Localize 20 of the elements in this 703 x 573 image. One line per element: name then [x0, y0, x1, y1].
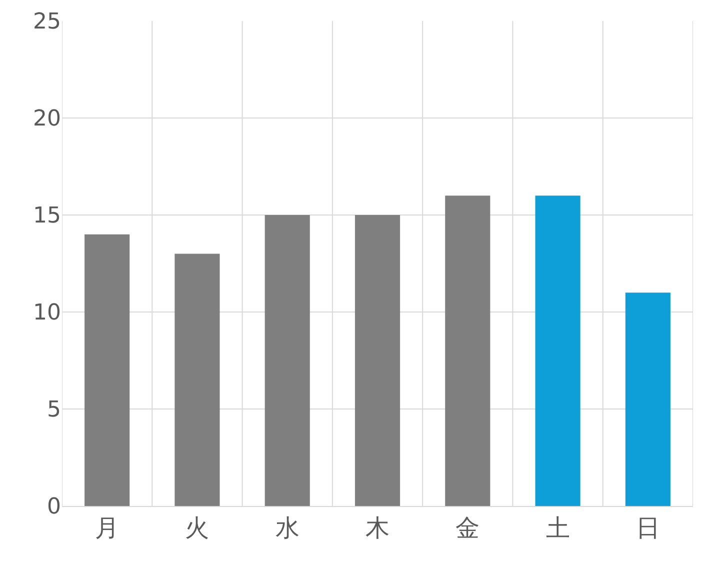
- x-tick-label: 日: [636, 514, 660, 542]
- y-tick-label: 0: [47, 494, 61, 520]
- bar: [174, 254, 220, 506]
- y-tick-label: 5: [47, 398, 61, 423]
- x-tick-label: 金: [456, 514, 480, 542]
- bar: [625, 292, 670, 506]
- bar: [84, 234, 130, 506]
- x-tick-label: 月: [95, 514, 120, 542]
- x-tick-label: 土: [546, 514, 570, 542]
- bar: [535, 196, 580, 506]
- x-tick-label: 木: [366, 514, 390, 542]
- bar: [354, 215, 400, 506]
- bar: [264, 215, 310, 506]
- y-tick-label: 10: [33, 300, 61, 326]
- bar: [445, 196, 490, 506]
- x-tick-label: 火: [185, 514, 210, 542]
- y-tick-label: 25: [33, 10, 61, 35]
- y-tick-label: 15: [33, 204, 61, 229]
- x-tick-label: 水: [275, 514, 300, 542]
- y-tick-label: 20: [33, 106, 61, 132]
